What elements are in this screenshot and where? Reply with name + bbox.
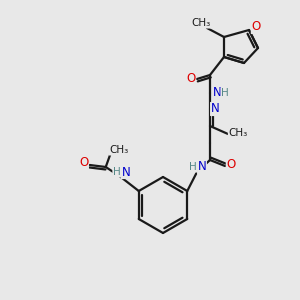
Text: N: N	[213, 86, 221, 100]
Text: O: O	[186, 71, 196, 85]
Text: O: O	[79, 157, 88, 169]
Text: CH₃: CH₃	[109, 145, 128, 155]
Text: O: O	[251, 20, 261, 34]
Text: H: H	[189, 162, 197, 172]
Text: H: H	[113, 167, 121, 177]
Text: N: N	[198, 160, 206, 173]
Text: CH₃: CH₃	[228, 128, 248, 138]
Text: CH₃: CH₃	[191, 18, 211, 28]
Text: N: N	[211, 103, 219, 116]
Text: N: N	[122, 166, 130, 178]
Text: O: O	[226, 158, 236, 172]
Text: H: H	[221, 88, 229, 98]
